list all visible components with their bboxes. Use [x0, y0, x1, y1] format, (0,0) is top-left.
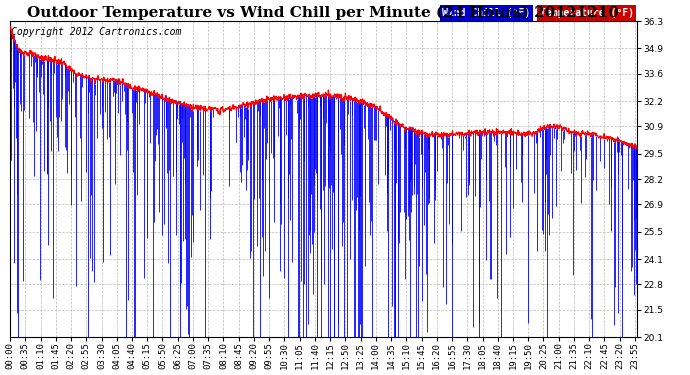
Text: Copyright 2012 Cartronics.com: Copyright 2012 Cartronics.com [11, 27, 181, 38]
Text: Wind Chill (°F): Wind Chill (°F) [442, 8, 531, 18]
Title: Outdoor Temperature vs Wind Chill per Minute (24 Hours) 20121210: Outdoor Temperature vs Wind Chill per Mi… [28, 6, 620, 20]
Text: Temperature (°F): Temperature (°F) [540, 8, 633, 18]
